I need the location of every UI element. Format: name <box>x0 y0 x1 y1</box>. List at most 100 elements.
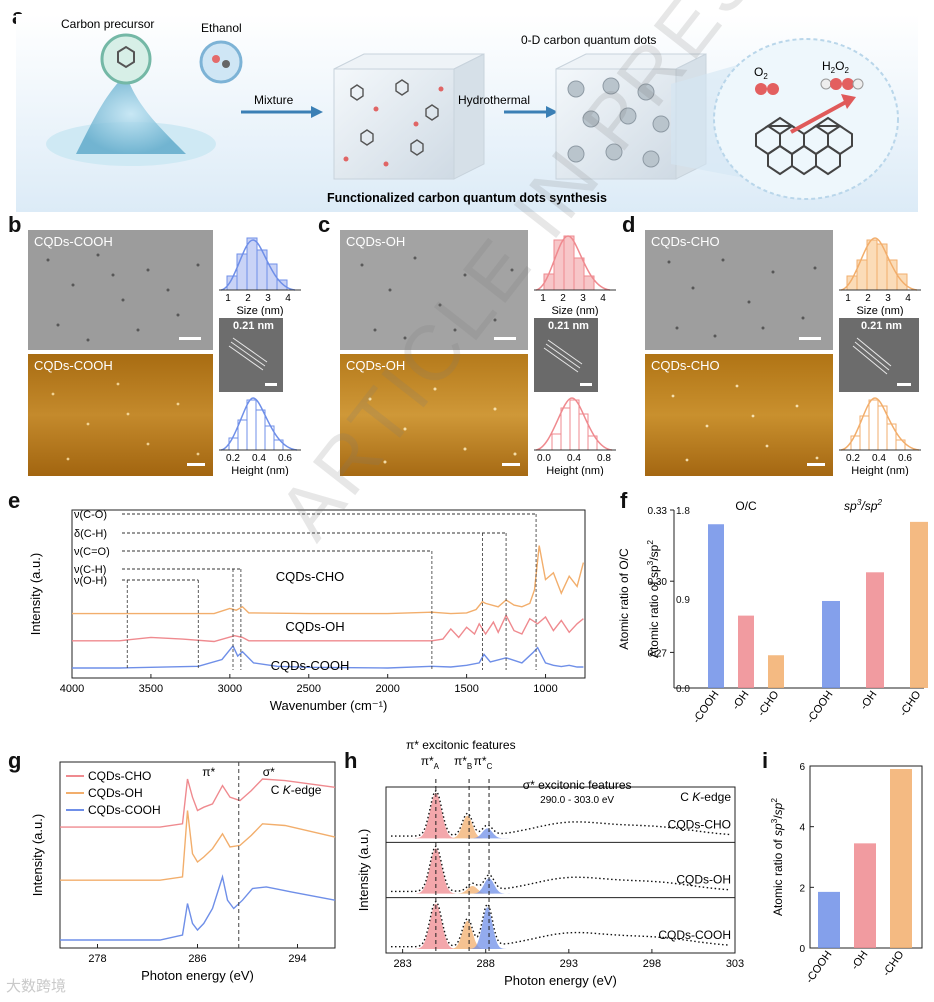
pi-label: π* <box>202 765 215 779</box>
sigma-title: σ* excitonic features <box>523 778 632 792</box>
edge-label: C K-edge <box>271 783 322 797</box>
hrtem-image: 0.21 nm <box>219 318 283 392</box>
band-annotation: ν(C-O) <box>74 509 107 521</box>
svg-text:2: 2 <box>865 293 871 304</box>
lattice-spacing-label: 0.21 nm <box>233 320 274 332</box>
oc-bar--CHO <box>768 655 784 688</box>
height-ticks: 0.0 0.4 0.8 <box>537 453 611 464</box>
peak-CQDs-CHO-1 <box>445 815 489 839</box>
tem-label: CQDs-CHO <box>651 234 720 249</box>
svg-text:3: 3 <box>265 293 271 304</box>
series-line-CQDs-OH <box>60 810 336 881</box>
right-title: sp3/sp2 <box>844 497 882 513</box>
label-mixture: Mixture <box>254 93 294 107</box>
synthesis-caption: Functionalized carbon quantum dots synth… <box>327 191 607 205</box>
band-annotation: ν(C=O) <box>74 546 110 558</box>
x-tick-label: 3500 <box>139 683 163 695</box>
splash-icon <box>76 74 186 154</box>
panel-letter-f: f <box>620 488 628 513</box>
band-annotation: ν(O-H) <box>74 575 107 587</box>
svg-text:0.4: 0.4 <box>567 453 581 464</box>
x-tick-label: -OH <box>849 949 870 972</box>
afm-label: CQDs-CHO <box>651 358 720 373</box>
lattice-spacing-label: 0.21 nm <box>861 320 902 332</box>
x-tick-label: 3000 <box>218 683 242 695</box>
series-label: CQDs-COOH <box>271 658 350 673</box>
series-line-CQDs-COOH <box>72 644 584 669</box>
hrtem-image: 0.21 nm <box>839 318 919 392</box>
svg-text:0.2: 0.2 <box>846 453 860 464</box>
panel-letter-g: g <box>8 748 22 773</box>
svg-text:3: 3 <box>580 293 586 304</box>
pi-title: π* excitonic features <box>406 738 516 752</box>
x-tick-label: 294 <box>288 953 306 965</box>
lattice-fringes <box>852 337 892 375</box>
x-tick-label: 4000 <box>60 683 84 695</box>
size-histogram: 1 2 3 4 Size (nm) <box>839 237 921 316</box>
svg-text:2: 2 <box>560 293 566 304</box>
sigma-range: 290.0 - 303.0 eV <box>540 795 614 806</box>
afm-texture <box>368 387 517 464</box>
height-histogram: 0.0 0.4 0.8 Height (nm) <box>534 397 616 476</box>
size-ticks: 1 2 3 4 <box>225 293 291 304</box>
afm-image: CQDs-COOH <box>28 354 213 476</box>
legend-label: CQDs-COOH <box>88 803 161 817</box>
bar--CHO <box>890 769 912 948</box>
panel-letter-e: e <box>8 488 21 513</box>
lattice-fringes <box>228 337 268 371</box>
mixture-cube-icon <box>333 53 485 180</box>
o2-molecule-icon <box>755 83 779 95</box>
scale-bar <box>494 337 516 340</box>
svg-text:0.6: 0.6 <box>278 453 292 464</box>
x-tick-label: 1500 <box>454 683 478 695</box>
y-tick-label: 2 <box>799 883 805 894</box>
size-xlabel: Size (nm) <box>236 305 283 316</box>
svg-text:4: 4 <box>905 293 911 304</box>
panel-letter-b: b <box>8 212 22 237</box>
series-label: CQDs-OH <box>285 619 344 634</box>
x-tick-label: -CHO <box>756 688 782 718</box>
panel-letter-i: i <box>762 748 769 773</box>
reaction-arrow-icon <box>790 100 847 134</box>
sp-bar--CHO <box>910 521 928 688</box>
height-xlabel: Height (nm) <box>851 465 908 476</box>
scale-bar <box>179 337 201 340</box>
series-label: CQDs-OH <box>676 873 731 887</box>
x-tick-label: 293 <box>560 958 578 970</box>
edge-label: C K-edge <box>680 790 731 804</box>
scale-bar <box>897 383 911 386</box>
y-axis-label: Intensity (a.u.) <box>30 814 45 896</box>
label-cqd: 0-D carbon quantum dots <box>521 33 656 47</box>
label-carbon-precursor: Carbon precursor <box>61 17 154 31</box>
x-tick-label: 303 <box>726 958 744 970</box>
oc-bar--COOH <box>708 524 724 688</box>
legend-label: CQDs-OH <box>88 786 143 800</box>
afm-label: CQDs-COOH <box>34 358 113 373</box>
series-label: CQDs-CHO <box>276 569 345 584</box>
afm-image: CQDs-CHO <box>645 354 833 476</box>
panel-letter-d: d <box>622 212 636 237</box>
height-ticks: 0.2 0.4 0.6 <box>226 453 292 464</box>
x-axis-label: Photon energy (eV) <box>141 968 254 983</box>
afm-label: CQDs-OH <box>346 358 406 373</box>
envelope-CQDs-OH <box>391 845 731 893</box>
label-hydrothermal: Hydrothermal <box>458 93 530 107</box>
y-tick-label: 0.27 <box>648 648 668 659</box>
bar--COOH <box>818 891 840 948</box>
svg-text:0.8: 0.8 <box>597 453 611 464</box>
series-line-CQDs-CHO <box>60 778 336 828</box>
peak-CQDs-OH-1 <box>450 886 494 894</box>
y-axis-label: Atomic ratio of sp3/sp2 <box>769 798 785 916</box>
synthesis-banner: Carbon precursor Ethanol Mixture Hydroth… <box>16 14 918 212</box>
tem-texture <box>667 258 817 338</box>
pi-sublabel: π*B <box>454 754 472 771</box>
x-tick-label: 2500 <box>297 683 321 695</box>
scale-bar <box>265 383 277 386</box>
svg-text:3: 3 <box>885 293 891 304</box>
x-tick-label: 278 <box>88 953 106 965</box>
svg-text:0.2: 0.2 <box>226 453 240 464</box>
sigma-label: σ* <box>263 765 275 779</box>
scale-bar <box>187 463 205 466</box>
sp3-sp2-chart: 0 2 4 6 -COOH -OH -CHO Atomic ratio of sp3/sp2 <box>769 762 923 986</box>
lattice-spacing-label: 0.21 nm <box>548 320 589 332</box>
